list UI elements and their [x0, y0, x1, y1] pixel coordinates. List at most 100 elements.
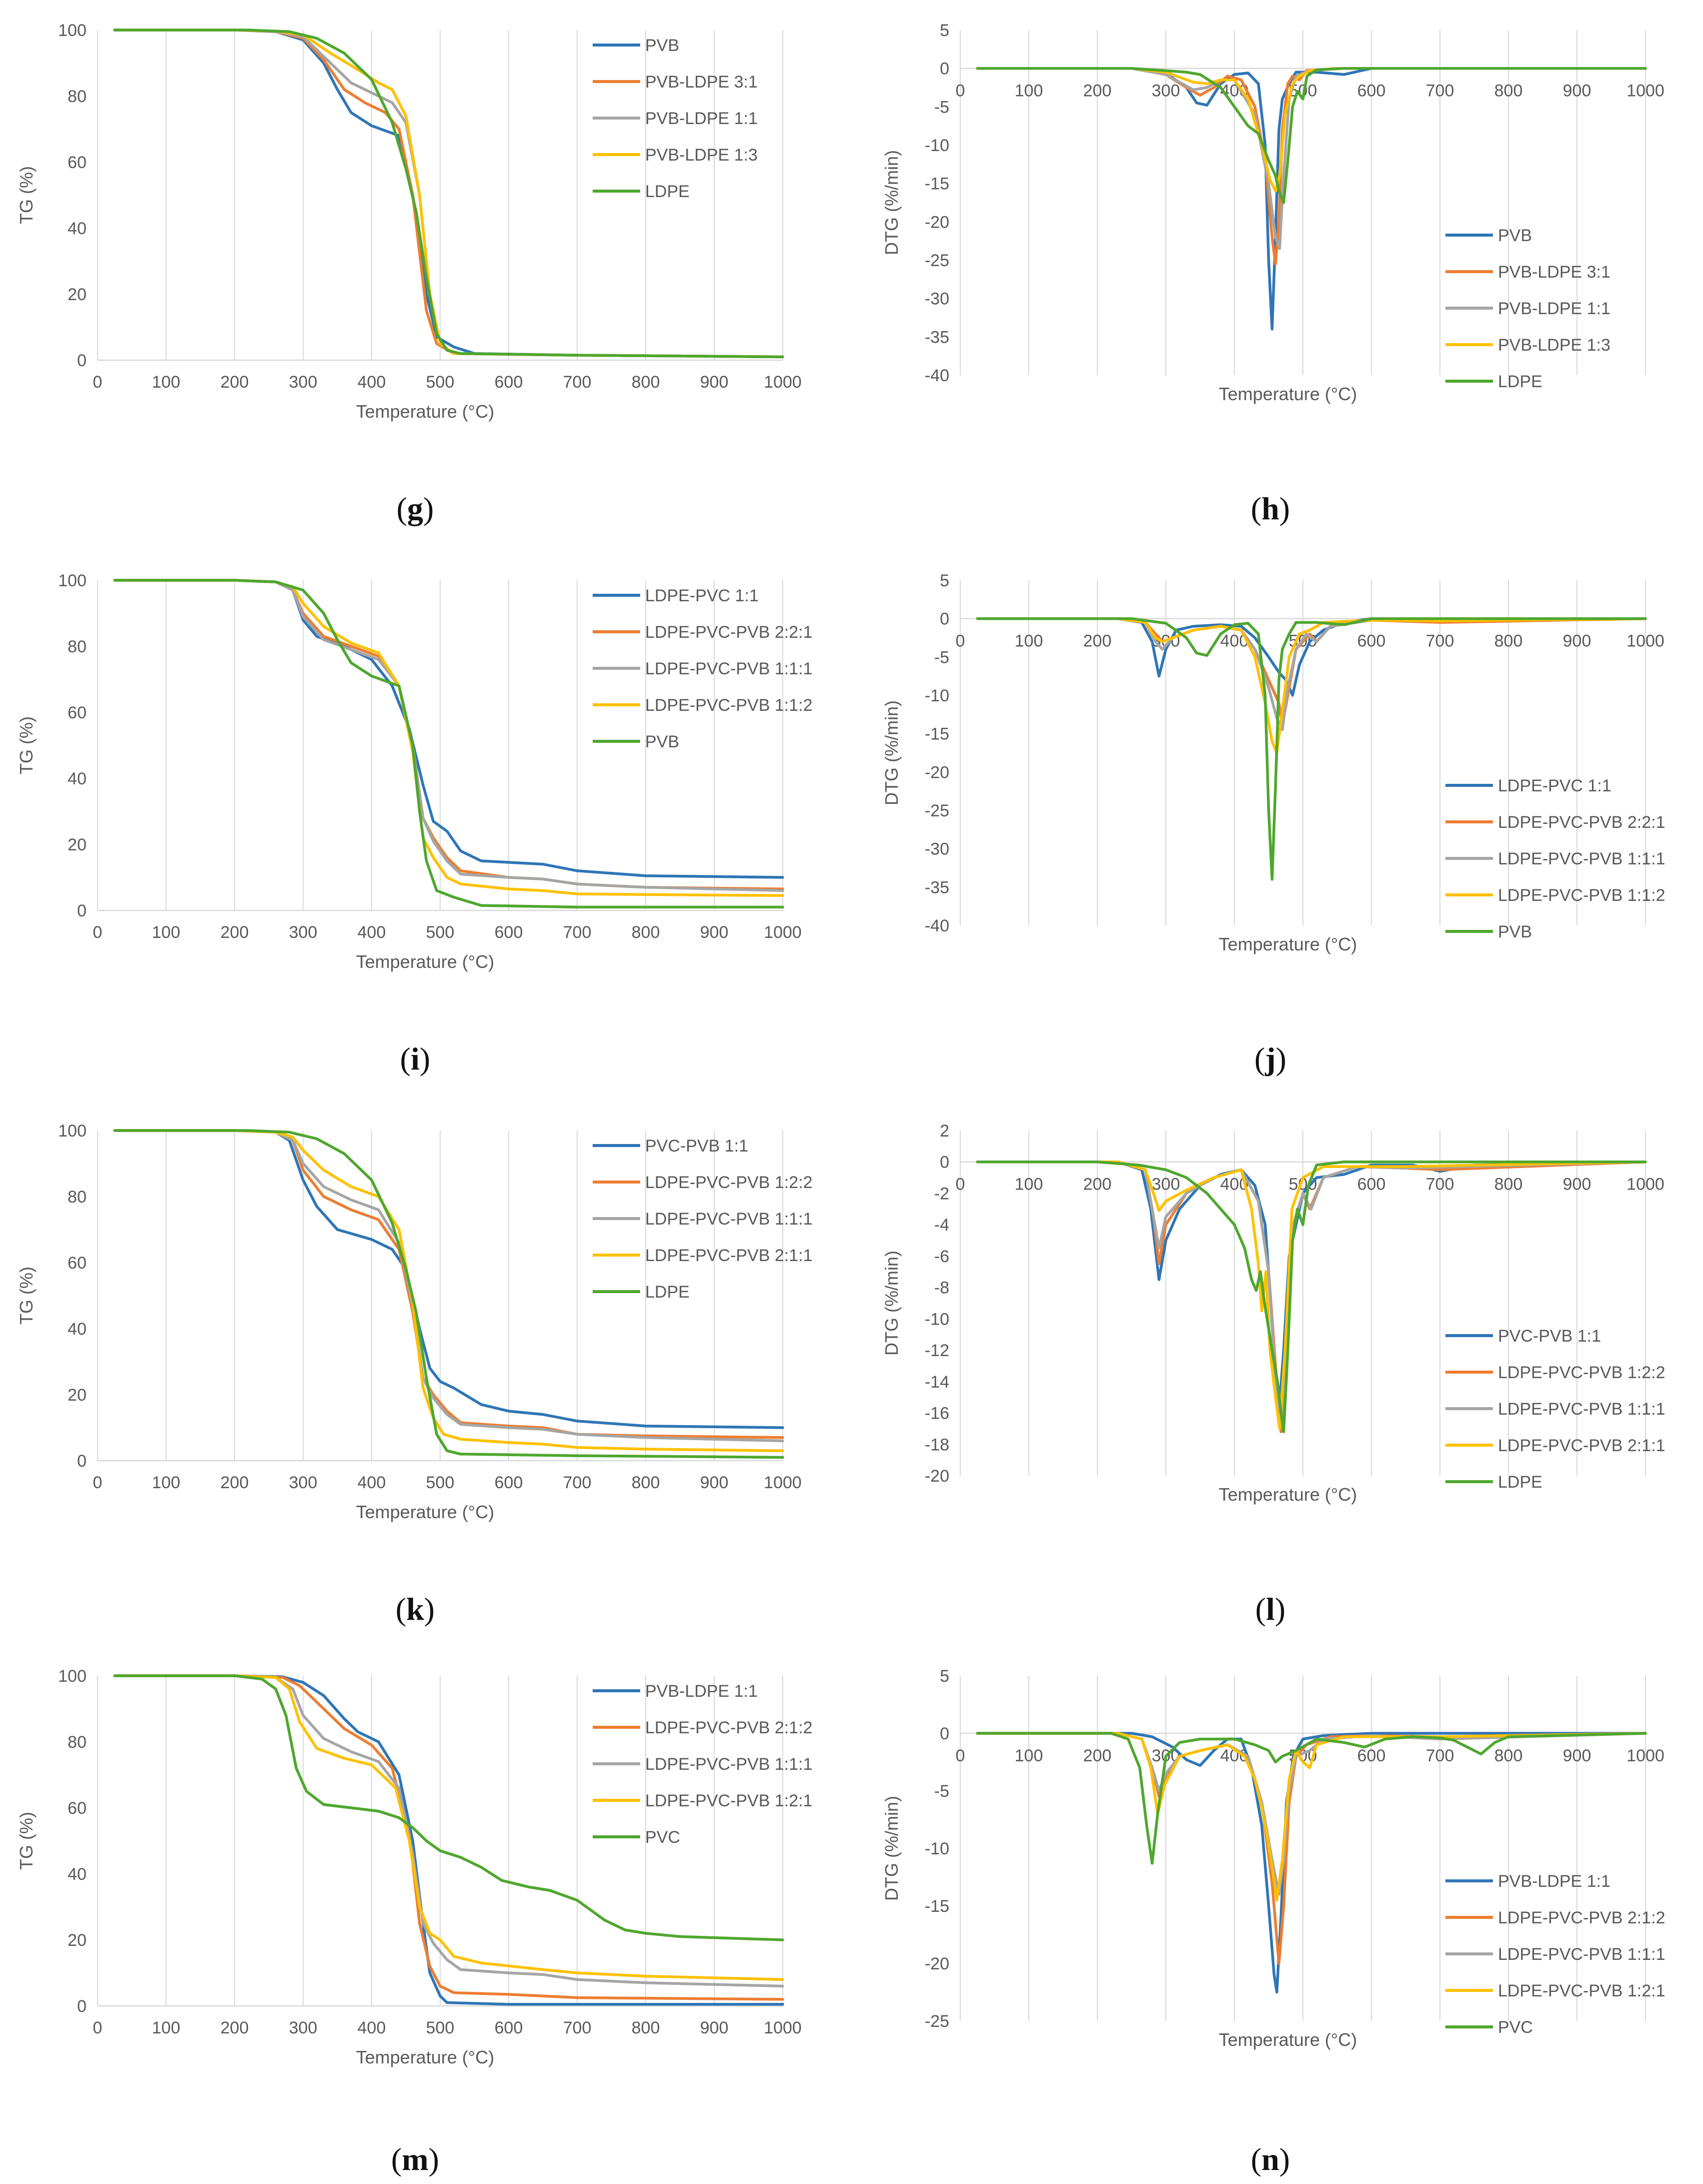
- y-axis-title: DTG (%/min): [881, 1796, 902, 1901]
- x-tick-label: 800: [632, 1473, 660, 1492]
- legend-label: LDPE-PVC-PVB 1:1:1: [1498, 849, 1665, 868]
- series-line-4: [976, 617, 1647, 881]
- legend-label: LDPE-PVC-PVB 1:1:1: [645, 1755, 812, 1774]
- chart-panel-i: 0 20 40 60 80 100 0 100 200 300 400 500 600 700 800 900…: [0, 550, 850, 1076]
- x-tick-label: 600: [1357, 1746, 1386, 1765]
- x-tick-label: 1000: [1626, 82, 1664, 101]
- legend-label: PVC-PVB 1:1: [645, 1137, 748, 1156]
- series-line-3: [976, 1160, 1647, 1430]
- x-tick-label: 300: [289, 923, 318, 942]
- y-tick-label: -20: [925, 1467, 949, 1486]
- x-tick-label: 1000: [1626, 1746, 1664, 1765]
- y-tick-label: -16: [925, 1404, 949, 1423]
- x-tick-label: 800: [1494, 82, 1523, 101]
- y-tick-label: 20: [68, 1386, 87, 1405]
- x-tick-label: 1000: [1626, 632, 1664, 651]
- legend-label: LDPE: [645, 182, 690, 201]
- x-tick-label: 1000: [764, 1473, 802, 1492]
- series-line-2: [976, 1160, 1647, 1422]
- x-axis-title: Temperature (°C): [356, 951, 494, 972]
- x-tick-label: 900: [1563, 632, 1591, 651]
- y-tick-label: -5: [934, 648, 949, 667]
- x-tick-label: 600: [1357, 1175, 1386, 1194]
- y-tick-label: 20: [68, 285, 87, 304]
- x-tick-label: 0: [956, 1175, 965, 1194]
- y-tick-label: -8: [934, 1279, 949, 1298]
- y-tick-label: 60: [68, 1254, 87, 1273]
- x-tick-label: 300: [1152, 82, 1180, 101]
- legend-label: LDPE-PVC 1:1: [1498, 776, 1611, 795]
- y-tick-label: -35: [925, 328, 949, 347]
- y-tick-label: -30: [925, 290, 949, 309]
- x-tick-label: 1000: [764, 2018, 802, 2037]
- legend-label: PVB: [1498, 922, 1532, 941]
- x-tick-label: 600: [495, 373, 523, 392]
- x-tick-label: 0: [93, 2018, 103, 2037]
- legend-label: PVB-LDPE 1:1: [1498, 1872, 1610, 1891]
- y-tick-label: 5: [940, 571, 949, 590]
- x-tick-label: 200: [221, 923, 249, 942]
- x-tick-label: 200: [221, 1473, 249, 1492]
- x-tick-label: 600: [1357, 632, 1386, 651]
- x-tick-label: 200: [1083, 1746, 1112, 1765]
- panel-label-h: (h): [1250, 491, 1290, 526]
- series-line-4: [976, 67, 1647, 204]
- x-tick-label: 300: [289, 2018, 318, 2037]
- y-tick-label: 60: [68, 153, 87, 172]
- y-tick-label: 0: [940, 60, 949, 79]
- x-tick-label: 900: [1563, 1175, 1591, 1194]
- series-line-0: [976, 1732, 1647, 1994]
- y-tick-label: -12: [925, 1341, 949, 1360]
- x-tick-label: 100: [152, 373, 181, 392]
- panel-label-i: (i): [400, 1041, 431, 1076]
- x-tick-label: 900: [700, 1473, 729, 1492]
- legend-label: LDPE-PVC-PVB 1:1:1: [1498, 1400, 1665, 1419]
- x-tick-label: 700: [1426, 82, 1454, 101]
- y-tick-label: 100: [58, 21, 87, 40]
- x-tick-label: 600: [495, 1473, 523, 1492]
- x-tick-label: 300: [289, 373, 318, 392]
- series-line-4: [976, 1732, 1647, 1865]
- y-tick-label: -10: [925, 1839, 949, 1858]
- y-tick-label: -25: [925, 251, 949, 270]
- x-axis-title: Temperature (°C): [1219, 934, 1357, 954]
- y-tick-label: -40: [925, 366, 949, 385]
- y-tick-label: -15: [925, 175, 949, 194]
- y-tick-label: 20: [68, 835, 87, 854]
- y-tick-label: 0: [77, 1997, 87, 2016]
- legend-label: LDPE: [645, 1283, 690, 1302]
- x-tick-label: 800: [632, 923, 660, 942]
- x-tick-label: 700: [563, 923, 592, 942]
- x-tick-label: 800: [632, 373, 660, 392]
- x-tick-label: 200: [1083, 1175, 1112, 1194]
- y-tick-label: 5: [940, 1667, 949, 1686]
- series-line-3: [976, 1732, 1647, 1902]
- x-tick-label: 400: [358, 1473, 386, 1492]
- x-tick-label: 500: [426, 923, 455, 942]
- y-axis-title: TG (%): [16, 1812, 37, 1870]
- x-tick-label: 500: [426, 1473, 455, 1492]
- panel-label-n: (n): [1250, 2141, 1290, 2177]
- y-tick-label: -14: [925, 1373, 949, 1392]
- y-tick-label: 80: [68, 637, 87, 656]
- y-tick-label: 0: [77, 1452, 87, 1471]
- x-tick-label: 900: [700, 373, 729, 392]
- y-tick-label: -5: [934, 1782, 949, 1801]
- series-line-4: [113, 29, 784, 359]
- series-line-1: [976, 617, 1647, 728]
- legend-label: LDPE-PVC-PVB 2:1:2: [645, 1718, 812, 1737]
- y-tick-label: -40: [925, 916, 949, 935]
- x-tick-label: 0: [93, 923, 103, 942]
- x-tick-label: 500: [426, 2018, 455, 2037]
- y-tick-label: -10: [925, 1310, 949, 1329]
- series-line-0: [976, 67, 1647, 331]
- legend-label: PVB: [645, 36, 679, 55]
- legend-label: LDPE-PVC-PVB 1:2:2: [645, 1173, 812, 1192]
- x-tick-label: 0: [956, 632, 965, 651]
- y-tick-label: 60: [68, 703, 87, 722]
- x-tick-label: 600: [495, 923, 523, 942]
- x-tick-label: 400: [358, 2018, 386, 2037]
